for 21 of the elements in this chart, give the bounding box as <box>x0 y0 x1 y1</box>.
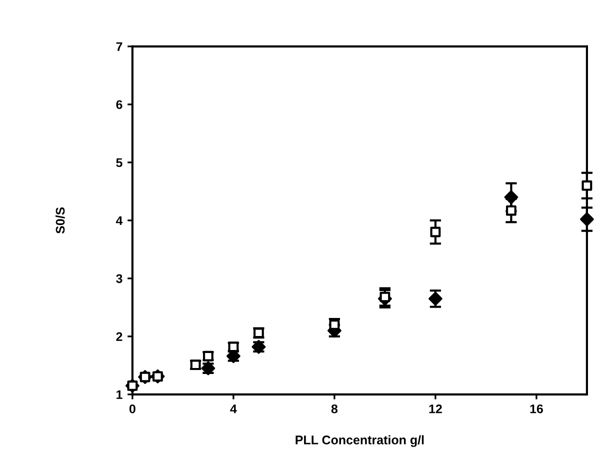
point <box>329 320 340 330</box>
y-tick-label: 1 <box>116 390 122 399</box>
x-tick-label: 12 <box>429 404 442 414</box>
x-tick-label: 0 <box>129 404 136 414</box>
point <box>430 226 441 238</box>
x-tick-label: 8 <box>331 404 338 414</box>
y-tick-label: 6 <box>116 100 122 110</box>
x-tick-label: 4 <box>230 404 237 414</box>
point <box>506 205 516 216</box>
y-tick-label: 4 <box>116 216 123 225</box>
y-tick-label: 3 <box>116 274 122 284</box>
y-tick-label: 5 <box>116 158 122 168</box>
y-tick-label: 7 <box>116 42 122 51</box>
y-tick-label: 2 <box>116 332 122 341</box>
y-axis-title: S0/S <box>56 207 65 234</box>
point <box>580 212 594 226</box>
point <box>582 180 592 191</box>
x-axis-title: PLL Concentration g/l <box>296 435 424 447</box>
point <box>380 292 390 302</box>
point <box>504 190 518 204</box>
x-tick-label: 16 <box>530 404 543 414</box>
